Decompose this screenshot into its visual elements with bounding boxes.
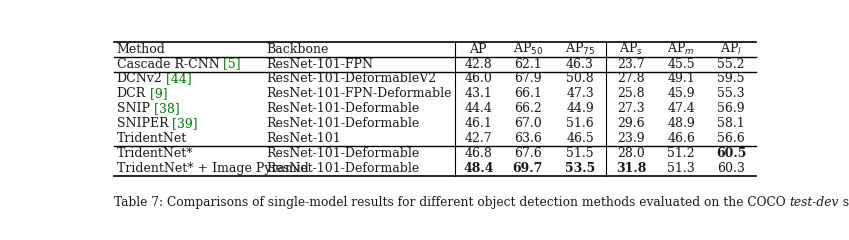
Text: 59.5: 59.5 [717, 72, 745, 85]
Text: 55.3: 55.3 [717, 87, 745, 100]
Text: 51.2: 51.2 [667, 147, 695, 160]
Text: ResNet-101-FPN-Deformable: ResNet-101-FPN-Deformable [266, 87, 452, 100]
Text: set.: set. [839, 196, 849, 209]
Text: TridentNet*: TridentNet* [116, 147, 194, 160]
Text: 56.9: 56.9 [717, 102, 745, 115]
Text: AP$_{50}$: AP$_{50}$ [513, 41, 543, 57]
Text: 48.9: 48.9 [667, 117, 695, 130]
Text: 66.2: 66.2 [514, 102, 542, 115]
Text: ResNet-101-Deformable: ResNet-101-Deformable [266, 162, 419, 175]
Text: ResNet-101: ResNet-101 [266, 132, 340, 145]
Text: 47.4: 47.4 [667, 102, 695, 115]
Text: DCR: DCR [116, 87, 146, 100]
Text: AP$_l$: AP$_l$ [720, 41, 742, 57]
Text: Table 7: Comparisons of single-model results for different object detection meth: Table 7: Comparisons of single-model res… [114, 196, 790, 209]
Text: 43.1: 43.1 [464, 87, 492, 100]
Text: 44.9: 44.9 [566, 102, 594, 115]
Text: 49.1: 49.1 [667, 72, 695, 85]
Text: Cascade R-CNN: Cascade R-CNN [116, 58, 219, 71]
Text: 27.3: 27.3 [617, 102, 645, 115]
Text: [44]: [44] [162, 72, 192, 85]
Text: 53.5: 53.5 [565, 162, 595, 175]
Text: 27.8: 27.8 [617, 72, 645, 85]
Text: AP$_s$: AP$_s$ [619, 41, 643, 57]
Text: ResNet-101-DeformableV2: ResNet-101-DeformableV2 [266, 72, 436, 85]
Text: 60.3: 60.3 [717, 162, 745, 175]
Text: 51.3: 51.3 [667, 162, 695, 175]
Text: 69.7: 69.7 [513, 162, 543, 175]
Text: 28.0: 28.0 [617, 147, 645, 160]
Text: 63.6: 63.6 [514, 132, 542, 145]
Text: 46.5: 46.5 [566, 132, 594, 145]
Text: AP$_{75}$: AP$_{75}$ [565, 41, 595, 57]
Text: Method: Method [116, 43, 166, 56]
Text: ResNet-101-FPN: ResNet-101-FPN [266, 58, 373, 71]
Text: 46.3: 46.3 [566, 58, 594, 71]
Text: 23.7: 23.7 [617, 58, 645, 71]
Text: 55.2: 55.2 [717, 58, 745, 71]
Text: 58.1: 58.1 [717, 117, 745, 130]
Text: [39]: [39] [168, 117, 198, 130]
Text: 42.7: 42.7 [464, 132, 492, 145]
Text: ResNet-101-Deformable: ResNet-101-Deformable [266, 117, 419, 130]
Text: TridentNet: TridentNet [116, 132, 187, 145]
Text: 51.6: 51.6 [566, 117, 594, 130]
Text: 56.6: 56.6 [717, 132, 745, 145]
Text: 51.5: 51.5 [566, 147, 593, 160]
Text: 47.3: 47.3 [566, 87, 594, 100]
Text: 44.4: 44.4 [464, 102, 492, 115]
Text: Backbone: Backbone [266, 43, 329, 56]
Text: 46.0: 46.0 [464, 72, 492, 85]
Text: 66.1: 66.1 [514, 87, 542, 100]
Text: 67.0: 67.0 [514, 117, 542, 130]
Text: AP: AP [469, 43, 487, 56]
Text: [5]: [5] [219, 58, 241, 71]
Text: 25.8: 25.8 [617, 87, 645, 100]
Text: ResNet-101-Deformable: ResNet-101-Deformable [266, 147, 419, 160]
Text: [38]: [38] [149, 102, 179, 115]
Text: DCNv2: DCNv2 [116, 72, 162, 85]
Text: 45.5: 45.5 [667, 58, 695, 71]
Text: AP$_m$: AP$_m$ [667, 41, 695, 57]
Text: 46.6: 46.6 [667, 132, 695, 145]
Text: 29.6: 29.6 [617, 117, 645, 130]
Text: 31.8: 31.8 [616, 162, 646, 175]
Text: 46.8: 46.8 [464, 147, 492, 160]
Text: 48.4: 48.4 [463, 162, 493, 175]
Text: SNIP: SNIP [116, 102, 149, 115]
Text: 62.1: 62.1 [514, 58, 542, 71]
Text: TridentNet* + Image Pyramid: TridentNet* + Image Pyramid [116, 162, 308, 175]
Text: SNIPER: SNIPER [116, 117, 168, 130]
Text: 46.1: 46.1 [464, 117, 492, 130]
Text: 23.9: 23.9 [617, 132, 645, 145]
Text: [9]: [9] [146, 87, 167, 100]
Text: 60.5: 60.5 [716, 147, 746, 160]
Text: 67.9: 67.9 [514, 72, 542, 85]
Text: 42.8: 42.8 [464, 58, 492, 71]
Text: ResNet-101-Deformable: ResNet-101-Deformable [266, 102, 419, 115]
Text: 50.8: 50.8 [566, 72, 594, 85]
Text: 67.6: 67.6 [514, 147, 542, 160]
Text: 45.9: 45.9 [667, 87, 695, 100]
Text: test-dev: test-dev [790, 196, 839, 209]
